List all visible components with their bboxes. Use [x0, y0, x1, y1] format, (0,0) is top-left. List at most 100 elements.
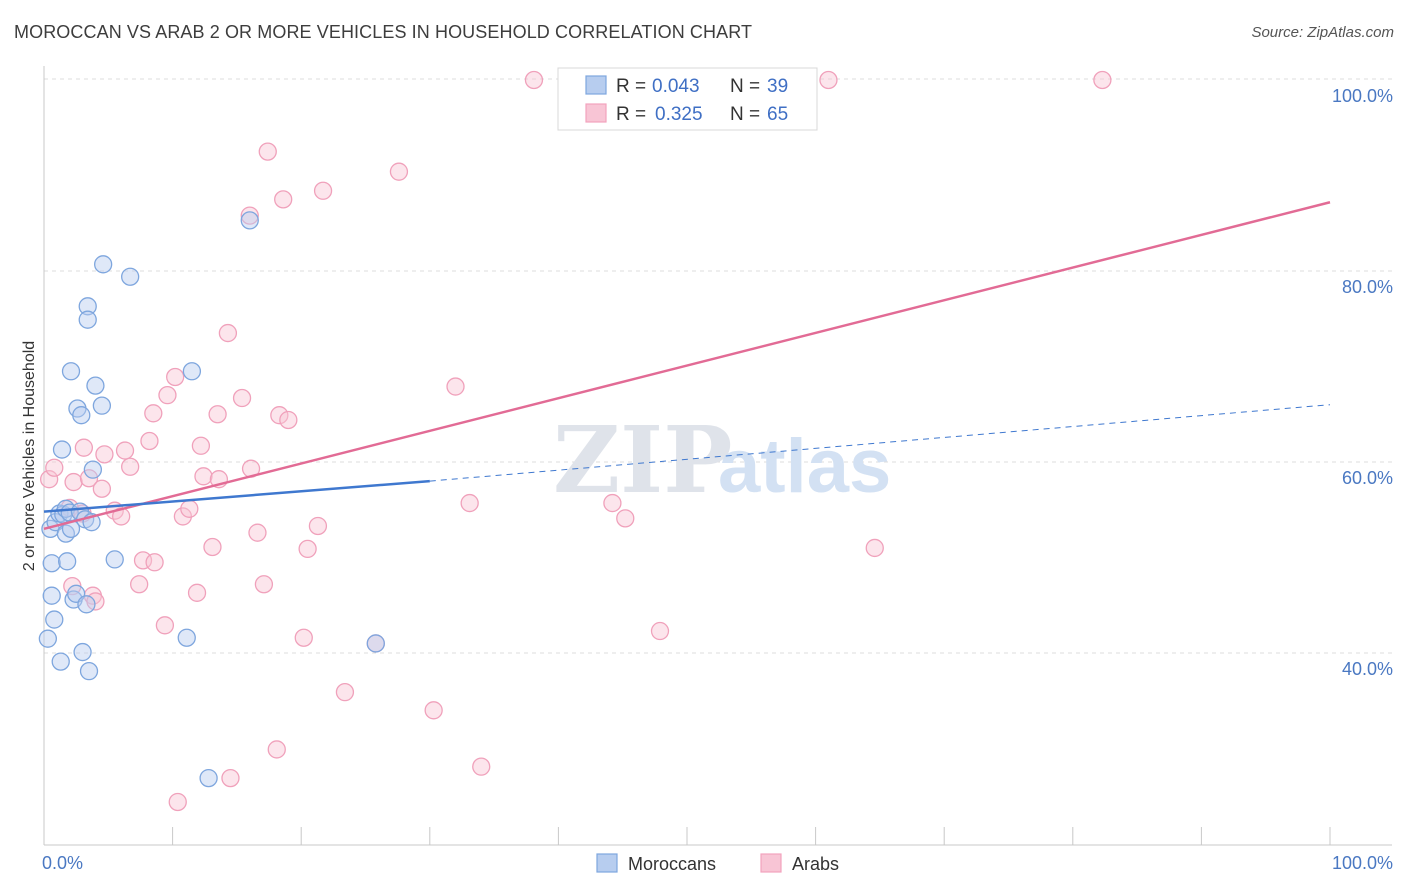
moroccans-point-15	[61, 519, 81, 538]
bottom-legend-moroccans: Moroccans	[628, 854, 716, 874]
arabs-point-54	[460, 493, 479, 513]
arabs-point-16	[130, 575, 149, 594]
moroccans-point-0	[38, 629, 58, 648]
arabs-point-36	[240, 206, 259, 225]
bottom-legend-swatch-arabs	[760, 853, 782, 873]
arabs-point-29	[194, 467, 213, 486]
moroccans-point-30	[92, 396, 112, 415]
arabs-point-63	[1093, 70, 1112, 90]
legend-r-label-arabs: R =	[616, 104, 646, 125]
y-tick-label-1: 60.0%	[1342, 468, 1393, 488]
y-tick-label-0: 40.0%	[1342, 659, 1393, 679]
arabs-point-31	[208, 405, 227, 424]
arabs-point-18	[140, 431, 159, 451]
arabs-point-43	[274, 190, 293, 209]
arabs-point-55	[472, 757, 491, 776]
moroccans-point-2	[42, 586, 61, 605]
watermark: ZIP atlas	[553, 406, 891, 514]
arabs-point-46	[298, 539, 317, 559]
bottom-legend-arabs: Arabs	[792, 854, 839, 874]
bottom-legend: Moroccans Arabs	[596, 853, 839, 874]
arabs-point-40	[258, 142, 277, 161]
x-tick-label-0: 0.0%	[42, 853, 83, 873]
moroccans-point-31	[94, 255, 113, 274]
arabs-point-30	[203, 537, 222, 557]
arabs-point-15	[121, 457, 140, 476]
arabs-point-21	[155, 616, 175, 635]
arabs-point-33	[218, 323, 238, 343]
moroccans-point-7	[51, 652, 70, 671]
watermark-atlas: atlas	[718, 424, 891, 509]
moroccans-point-37	[240, 211, 259, 230]
arabs-point-26	[180, 499, 199, 518]
moroccans-point-33	[121, 267, 140, 286]
bottom-legend-swatch-moroccans	[596, 853, 618, 873]
moroccans-point-12	[57, 552, 77, 571]
legend-n-label-arabs: N =	[730, 104, 760, 125]
arabs-trend-line	[43, 201, 1331, 531]
moroccans-point-25	[78, 310, 97, 329]
arabs-point-38	[248, 523, 267, 542]
chart-title: MOROCCAN VS ARAB 2 OR MORE VEHICLES IN H…	[14, 22, 753, 42]
arabs-point-58	[616, 509, 635, 528]
arabs-point-45	[294, 628, 313, 647]
y-tick-labels: 40.0% 60.0% 80.0% 100.0%	[1332, 86, 1393, 679]
arabs-point-48	[313, 181, 333, 200]
arabs-point-61	[819, 70, 838, 90]
moroccans-point-26	[79, 661, 99, 681]
arabs-point-22	[158, 385, 177, 405]
moroccans-point-36	[199, 768, 218, 788]
arabs-point-62	[865, 538, 884, 558]
moroccans-point-29	[86, 376, 105, 395]
arabs-point-44	[279, 410, 298, 430]
arabs-point-4	[64, 472, 83, 492]
moroccans-point-34	[177, 628, 196, 647]
moroccans-point-35	[182, 362, 202, 381]
arabs-point-41	[267, 740, 286, 759]
y-axis-label: 2 or more Vehicles in Household	[21, 341, 38, 571]
arabs-point-10	[92, 479, 112, 498]
arabs-point-6	[74, 438, 94, 457]
axes	[43, 66, 1392, 846]
y-tick-label-3: 100.0%	[1332, 86, 1393, 106]
moroccans-trend-extension	[429, 404, 1331, 482]
arabs-point-20	[145, 553, 164, 572]
arabs-point-27	[187, 583, 207, 602]
watermark-zip: ZIP	[553, 406, 732, 514]
arabs-point-1	[45, 458, 64, 477]
arabs-point-28	[191, 436, 211, 455]
moroccans-point-3	[42, 554, 61, 573]
arabs-point-17	[133, 551, 153, 570]
legend-n-value-moroccans: 39	[767, 76, 788, 97]
moroccans-point-32	[105, 550, 124, 569]
moroccans-point-22	[73, 642, 92, 662]
arabs-point-19	[144, 404, 163, 423]
arabs-point-11	[95, 445, 114, 464]
legend-swatch-arabs	[585, 103, 607, 123]
legend-n-label-moroccans: N =	[730, 76, 760, 97]
moroccans-point-28	[83, 460, 103, 479]
trend-lines	[43, 201, 1331, 531]
legend-r-value-arabs: 0.325	[655, 104, 703, 125]
moroccans-point-14	[61, 362, 81, 381]
legend-n-value-arabs: 65	[767, 104, 788, 125]
x-tick-labels: 0.0% 100.0%	[42, 853, 1393, 873]
arabs-point-47	[308, 516, 328, 536]
arabs-point-56	[524, 70, 544, 90]
moroccans-point-20	[72, 406, 91, 425]
arabs-point-53	[446, 377, 465, 396]
arabs-point-52	[424, 701, 443, 720]
moroccans-point-23	[77, 595, 96, 614]
legend-box: R = 0.043 N = 39 R = 0.325 N = 65	[557, 67, 818, 131]
arabs-point-35	[232, 388, 252, 408]
moroccans-point-24	[78, 297, 97, 316]
legend-r-label-moroccans: R =	[616, 76, 646, 97]
moroccans-point-8	[52, 440, 72, 459]
moroccans-trend-line	[43, 479, 430, 513]
y-tick-label-2: 80.0%	[1342, 277, 1393, 297]
arabs-point-24	[168, 792, 187, 812]
legend-swatch-moroccans	[585, 75, 607, 95]
arabs-point-60	[650, 621, 670, 641]
arabs-point-34	[221, 768, 240, 788]
